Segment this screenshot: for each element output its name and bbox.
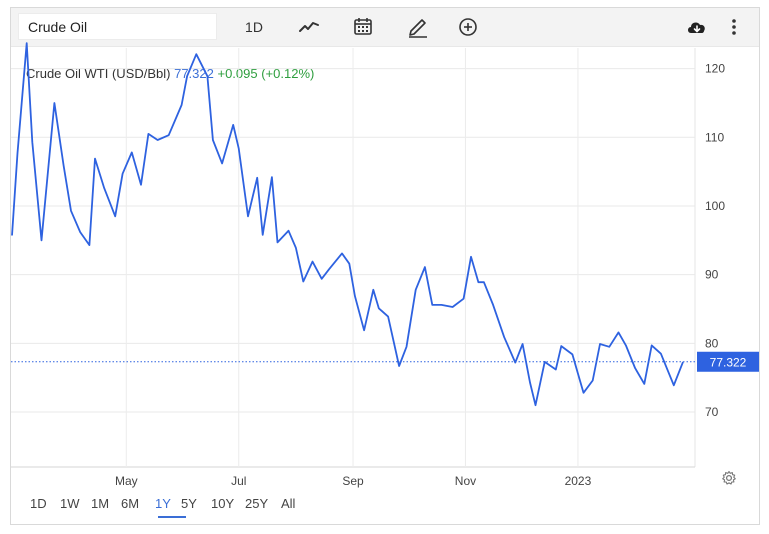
interval-button[interactable]: 1D — [245, 19, 263, 35]
last-price-label: 77.322 — [710, 355, 747, 369]
price-change: +0.095 (+0.12%) — [217, 66, 315, 81]
calendar-icon[interactable] — [352, 14, 374, 40]
range-25y[interactable]: 25Y — [245, 496, 269, 511]
range-1w[interactable]: 1W — [60, 496, 80, 511]
price-chart[interactable]: 70 80 90 100 110 120 May Jul Sep Nov 2023 77.322 — [11, 8, 759, 524]
x-tick-label: Jul — [231, 474, 246, 488]
y-tick-label: 90 — [705, 268, 719, 282]
pencil-icon[interactable] — [406, 14, 430, 40]
gear-icon[interactable] — [721, 470, 737, 491]
chart-widget: Crude Oil 1D Crude Oil WTI (USD/Bbl) 77.… — [10, 7, 760, 525]
x-tick-label: Sep — [342, 474, 364, 488]
x-axis-ticks: May Jul Sep Nov 2023 — [115, 474, 592, 488]
y-tick-label: 110 — [705, 130, 724, 144]
y-tick-label: 70 — [705, 405, 719, 419]
instrument-name: Crude Oil WTI (USD/Bbl) — [26, 66, 171, 81]
chart-toolbar: Crude Oil 1D — [11, 8, 759, 47]
x-tick-label: 2023 — [565, 474, 592, 488]
series-layer — [11, 42, 684, 407]
active-range-underline — [158, 516, 186, 518]
range-10y[interactable]: 10Y — [211, 496, 235, 511]
range-5y[interactable]: 5Y — [181, 496, 197, 511]
range-6m[interactable]: 6M — [121, 496, 140, 511]
last-value-marker: 77.322 — [11, 351, 759, 372]
range-1m[interactable]: 1M — [91, 496, 110, 511]
x-tick-label: Nov — [455, 474, 476, 488]
cloud-download-icon[interactable] — [685, 14, 709, 40]
x-tick-label: May — [115, 474, 138, 488]
range-1y[interactable]: 1Y — [155, 496, 171, 511]
plus-circle-icon[interactable] — [457, 14, 479, 40]
grid-lines — [11, 48, 696, 468]
y-axis-ticks: 70 80 90 100 110 120 — [705, 62, 725, 419]
symbol-search-input[interactable]: Crude Oil — [18, 13, 217, 40]
price-series-line — [11, 42, 684, 407]
y-tick-label: 120 — [705, 62, 725, 76]
range-1d[interactable]: 1D — [30, 496, 47, 511]
kebab-menu-icon[interactable] — [727, 14, 741, 40]
line-chart-icon[interactable] — [298, 14, 320, 40]
range-all[interactable]: All — [281, 496, 296, 511]
last-price-badge — [697, 351, 759, 372]
y-tick-label: 80 — [705, 336, 719, 350]
y-tick-label: 100 — [705, 199, 725, 213]
